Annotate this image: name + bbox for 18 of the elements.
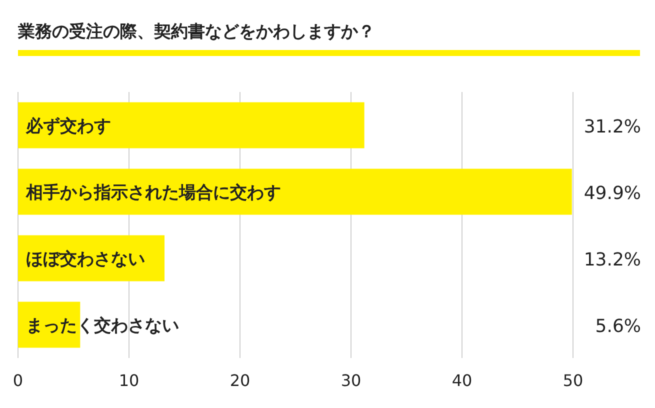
x-tick-label: 40 [452, 371, 472, 390]
bar [18, 302, 80, 348]
chart-title: 業務の受注の際、契約書などをかわしますか？ [17, 22, 375, 42]
data-label: 49.9% [584, 182, 641, 204]
x-tick-label: 0 [12, 371, 24, 390]
data-label: 13.2% [584, 249, 641, 270]
y-tick-label: 必ず交わす [25, 116, 111, 136]
bar [18, 168, 572, 215]
bar [18, 102, 364, 148]
y-tick-label: ほぼ交わさない [26, 249, 145, 270]
x-tick-label: 50 [562, 371, 584, 390]
y-tick-label: まったく交わさない [26, 316, 179, 336]
y-tick-label: 相手から指示された場合に交わす [25, 182, 281, 203]
x-tick-label: 20 [230, 371, 250, 390]
data-label: 31.2% [584, 116, 641, 138]
data-label: 5.6% [595, 316, 641, 337]
x-tick-label: 30 [340, 371, 362, 390]
x-tick-label: 10 [118, 371, 140, 390]
